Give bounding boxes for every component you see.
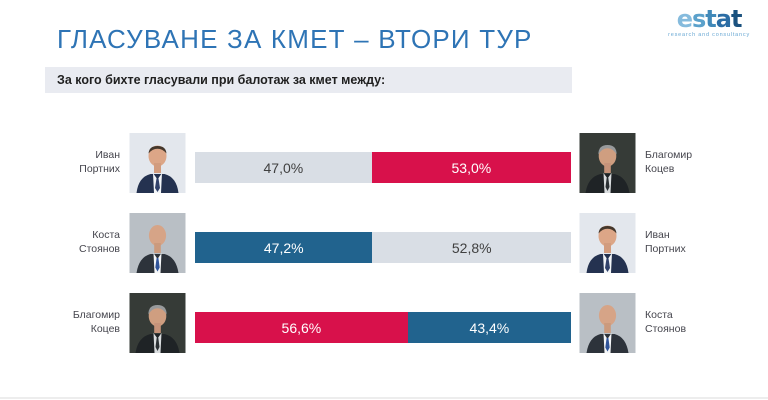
name-line: Стоянов	[645, 323, 687, 335]
page-title: ГЛАСУВАНЕ ЗА КМЕТ – ВТОРИ ТУР	[57, 24, 533, 54]
photo-ivan-portnih	[579, 213, 636, 273]
bar-segment-left: 56,6%	[195, 312, 408, 343]
question-text: За кого бихте гласували при балотаж за к…	[57, 73, 386, 87]
name-line: Коцев	[645, 163, 675, 175]
name-line: Благомир	[72, 309, 120, 322]
candidate-name-left: Коста Стоянов	[20, 213, 120, 273]
runoff-bar-2: 47,2% 52,8%	[195, 232, 571, 263]
name-line: Иван	[95, 149, 120, 162]
logo-letter: t	[730, 5, 743, 33]
name-line: Коцев	[90, 323, 120, 335]
bar-segment-right: 53,0%	[371, 152, 571, 183]
name-line: Благомир	[645, 149, 693, 162]
question-banner: За кого бихте гласували при балотаж за к…	[45, 67, 572, 93]
bottom-border	[0, 397, 768, 399]
percent-label: 47,0%	[263, 159, 304, 176]
percent-label: 47,2%	[263, 239, 304, 256]
photo-kosta-stoyanov	[579, 293, 636, 353]
name-line: Иван	[645, 229, 670, 242]
bar-segment-right: 52,8%	[372, 232, 571, 263]
matchup-row-3: Благомир Коцев 56,6% 43,4% Коста Стоянов	[0, 293, 768, 353]
bar-segment-left: 47,0%	[195, 152, 372, 183]
logo-letter: t	[705, 5, 717, 33]
bar-segment-left: 47,2%	[195, 232, 373, 263]
name-line: Портних	[79, 163, 120, 175]
candidate-name-left: Иван Портних	[20, 133, 120, 193]
percent-label: 53,0%	[451, 159, 492, 176]
name-line: Портних	[645, 243, 686, 255]
name-line: Коста	[92, 229, 120, 242]
percent-label: 56,6%	[281, 319, 322, 336]
logo-wordmark: estat	[668, 7, 750, 31]
photo-kosta-stoyanov	[129, 213, 186, 273]
matchup-row-2: Коста Стоянов 47,2% 52,8% Иван Портних	[0, 213, 768, 273]
logo-letter: e	[676, 5, 693, 33]
photo-blagomir-kotsev	[579, 133, 636, 193]
candidate-name-right: Благомир Коцев	[645, 133, 755, 193]
name-line: Стоянов	[78, 243, 120, 255]
candidate-name-right: Иван Портних	[645, 213, 755, 273]
bar-segment-right: 43,4%	[407, 312, 571, 343]
percent-label: 52,8%	[451, 239, 492, 256]
candidate-name-left: Благомир Коцев	[20, 293, 120, 353]
runoff-bar-3: 56,6% 43,4%	[195, 312, 571, 343]
logo-letter: s	[691, 5, 706, 33]
runoff-bar-1: 47,0% 53,0%	[195, 152, 571, 183]
photo-ivan-portnih	[129, 133, 186, 193]
estat-logo: estat research and consultancy	[668, 7, 750, 38]
matchup-row-1: Иван Портних 47,0% 53,0% Благомир Коцев	[0, 133, 768, 193]
candidate-name-right: Коста Стоянов	[645, 293, 755, 353]
percent-label: 43,4%	[469, 319, 510, 336]
photo-blagomir-kotsev	[129, 293, 186, 353]
logo-tagline: research and consultancy	[668, 32, 750, 38]
logo-letter: a	[715, 5, 732, 33]
name-line: Коста	[645, 309, 673, 322]
